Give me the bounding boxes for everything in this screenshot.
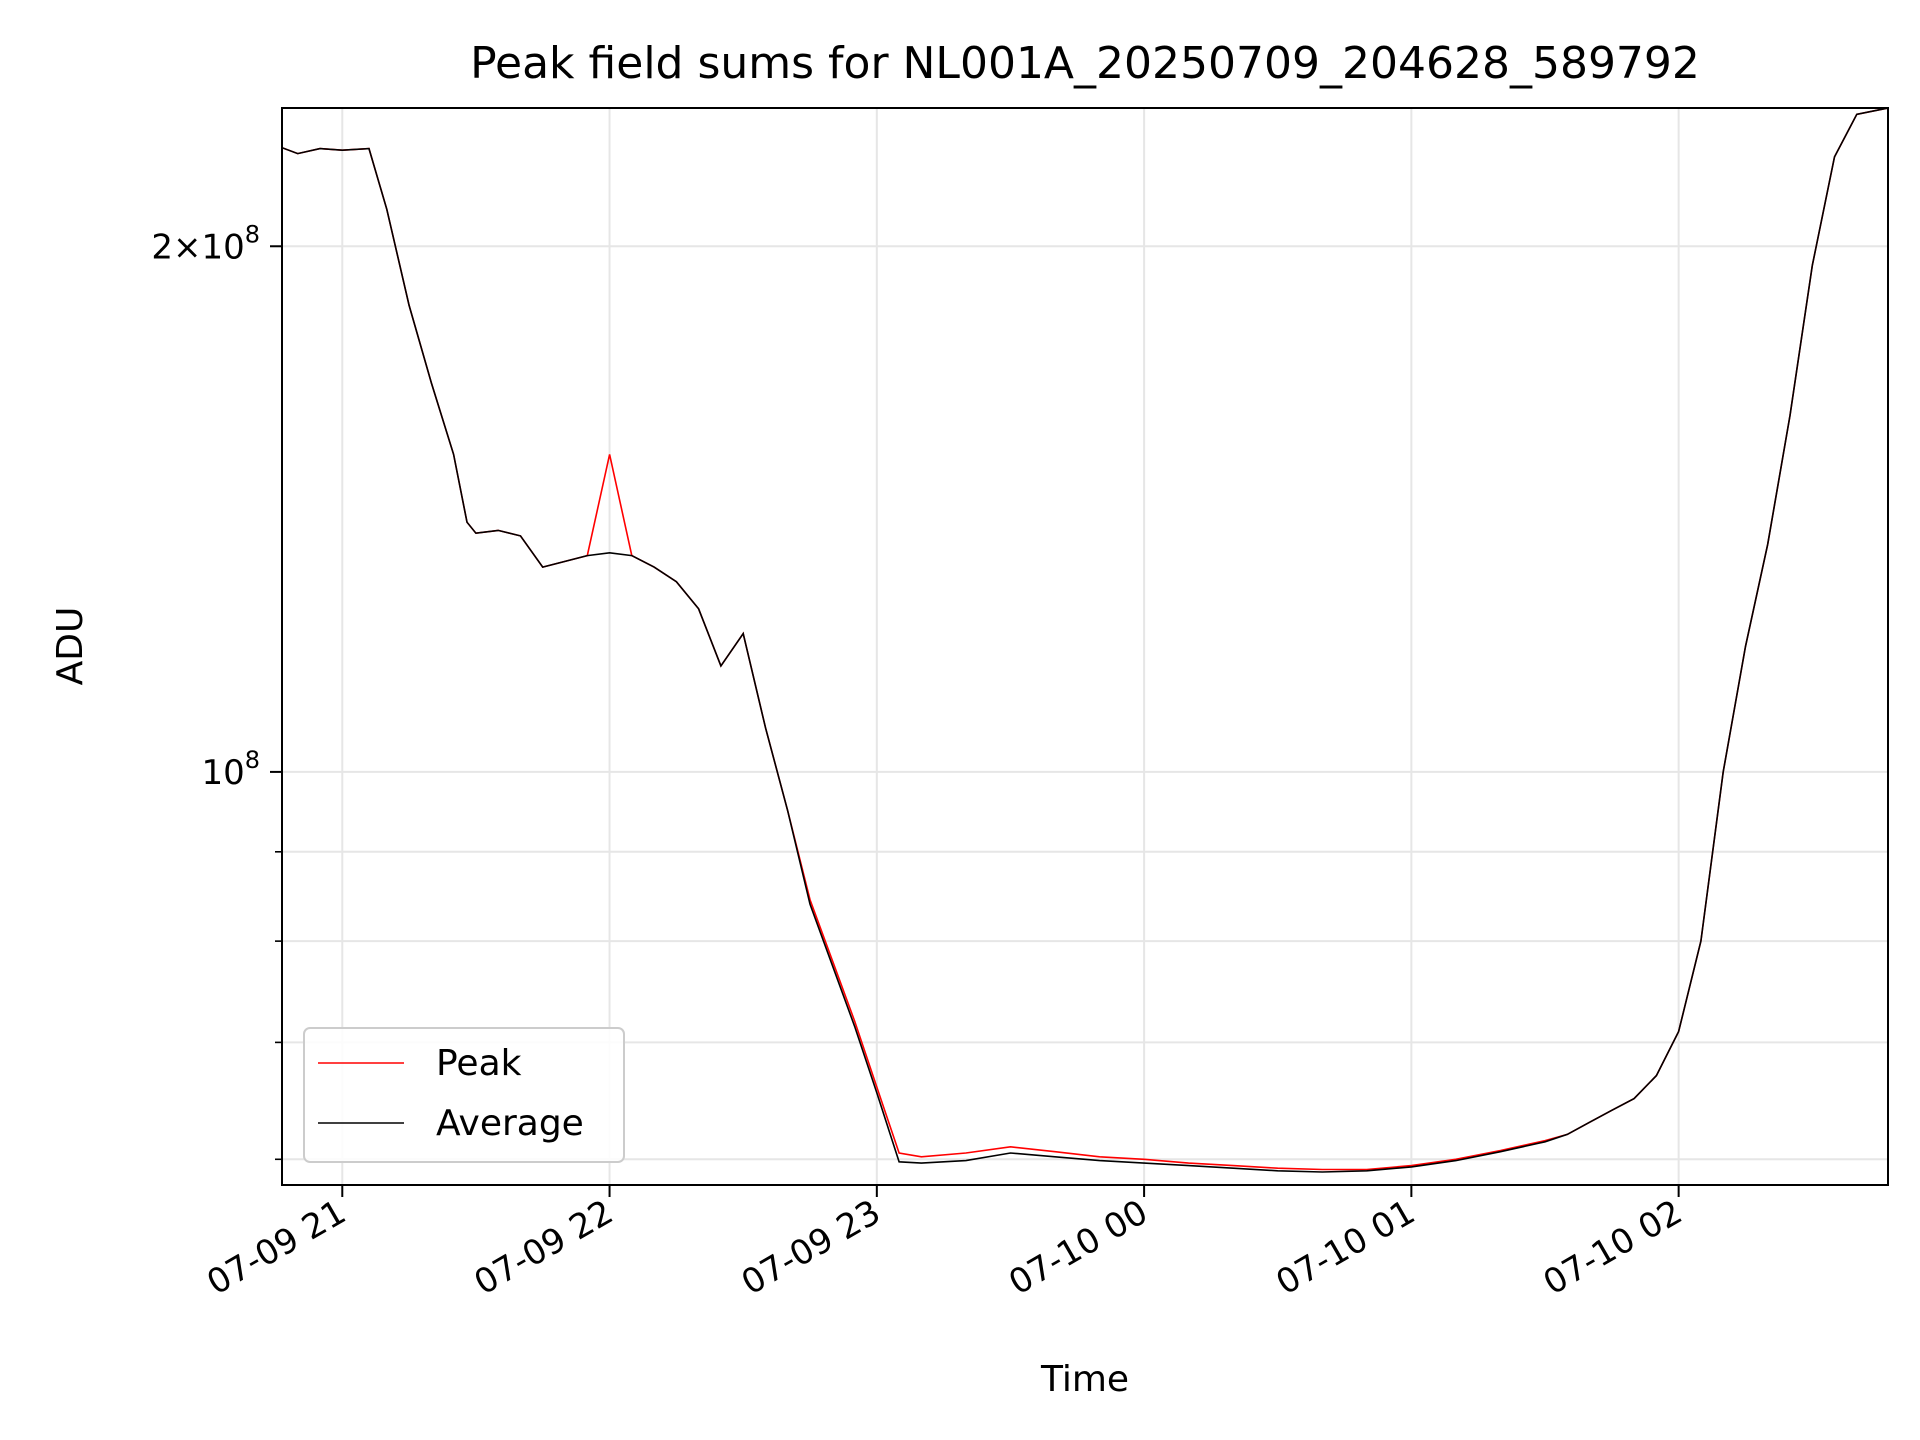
y-axis: 108 2×108 [151,220,282,1161]
series-line-average [282,108,1888,1173]
legend-label-average: Average [436,1103,584,1144]
y-tick-label: 108 [201,746,260,793]
plot-frame [281,107,1889,1186]
legend-label-peak: Peak [436,1043,522,1084]
x-axis-label: Time [1040,1359,1129,1400]
legend: Peak Average [303,1027,625,1163]
chart-title: Peak field sums for NL001A_20250709_2046… [470,38,1700,89]
legend-box [303,1027,625,1163]
y-tick-label: 2×108 [151,220,260,267]
y-axis-label: ADU [50,607,91,686]
